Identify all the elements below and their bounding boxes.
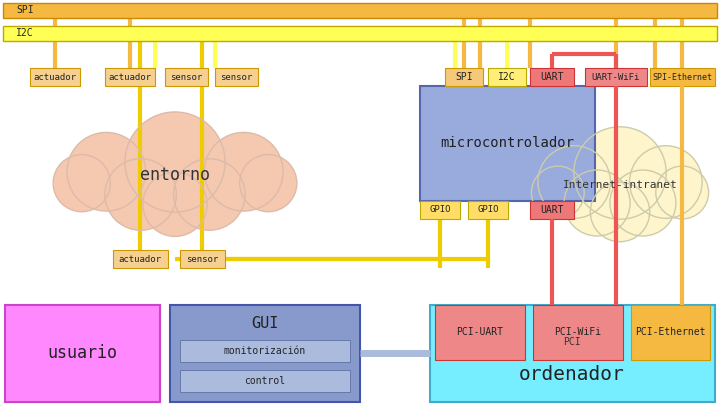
Text: UART-WiFi: UART-WiFi — [592, 72, 640, 81]
Text: usuario: usuario — [47, 344, 117, 362]
Bar — [105, 68, 155, 86]
Bar — [170, 305, 360, 402]
Bar — [3, 26, 717, 41]
Text: actuador: actuador — [109, 72, 151, 81]
Bar — [420, 86, 595, 201]
Circle shape — [105, 159, 176, 230]
Circle shape — [240, 155, 297, 212]
Bar — [533, 305, 623, 360]
Bar — [468, 201, 508, 219]
Text: actuador: actuador — [34, 72, 76, 81]
Bar — [488, 68, 526, 86]
Bar — [215, 68, 258, 86]
Text: microcontrolador: microcontrolador — [440, 136, 574, 150]
Circle shape — [125, 112, 225, 212]
Text: PCI: PCI — [563, 337, 581, 347]
Text: GUI: GUI — [251, 315, 279, 330]
Text: monitorización: monitorización — [224, 346, 306, 356]
Bar — [420, 201, 460, 219]
Circle shape — [564, 170, 630, 236]
Bar — [165, 68, 208, 86]
Text: GPIO: GPIO — [429, 205, 451, 215]
Circle shape — [574, 127, 666, 219]
Text: PCI-WiFi: PCI-WiFi — [554, 327, 601, 337]
Circle shape — [629, 146, 702, 218]
Bar — [435, 305, 525, 360]
Text: UART: UART — [540, 205, 564, 215]
Text: entorno: entorno — [140, 166, 210, 184]
Bar — [113, 250, 168, 268]
Bar — [530, 201, 574, 219]
Bar — [180, 340, 350, 362]
Text: sensor: sensor — [170, 72, 202, 81]
Circle shape — [143, 172, 207, 237]
Circle shape — [590, 182, 649, 242]
Text: UART: UART — [540, 72, 564, 82]
Bar — [631, 305, 710, 360]
Text: I2C: I2C — [498, 72, 516, 82]
Bar — [180, 370, 350, 392]
Text: I2C: I2C — [16, 28, 34, 38]
Bar — [180, 250, 225, 268]
Circle shape — [610, 170, 676, 236]
Circle shape — [656, 166, 708, 219]
Bar — [30, 68, 80, 86]
Circle shape — [67, 132, 145, 211]
Text: PCI-Ethernet: PCI-Ethernet — [635, 327, 706, 337]
Text: sensor: sensor — [220, 72, 252, 81]
Bar — [430, 305, 715, 402]
Circle shape — [538, 146, 611, 218]
Bar — [3, 3, 717, 18]
Text: Internet-intranet: Internet-intranet — [562, 180, 678, 190]
Bar — [5, 305, 160, 402]
Bar — [585, 68, 647, 86]
Bar — [530, 68, 574, 86]
Text: GPIO: GPIO — [477, 205, 499, 215]
Text: SPI: SPI — [16, 5, 34, 15]
Circle shape — [531, 166, 584, 219]
Text: actuador: actuador — [119, 254, 161, 264]
Text: ordenador: ordenador — [519, 365, 625, 384]
Bar — [650, 68, 715, 86]
Text: PCI-UART: PCI-UART — [456, 327, 503, 337]
Circle shape — [204, 132, 283, 211]
Text: SPI-Ethernet: SPI-Ethernet — [652, 72, 712, 81]
Circle shape — [53, 155, 110, 212]
Bar — [445, 68, 483, 86]
Text: SPI: SPI — [455, 72, 473, 82]
Text: control: control — [244, 376, 286, 386]
Circle shape — [174, 159, 245, 230]
Text: sensor: sensor — [186, 254, 218, 264]
